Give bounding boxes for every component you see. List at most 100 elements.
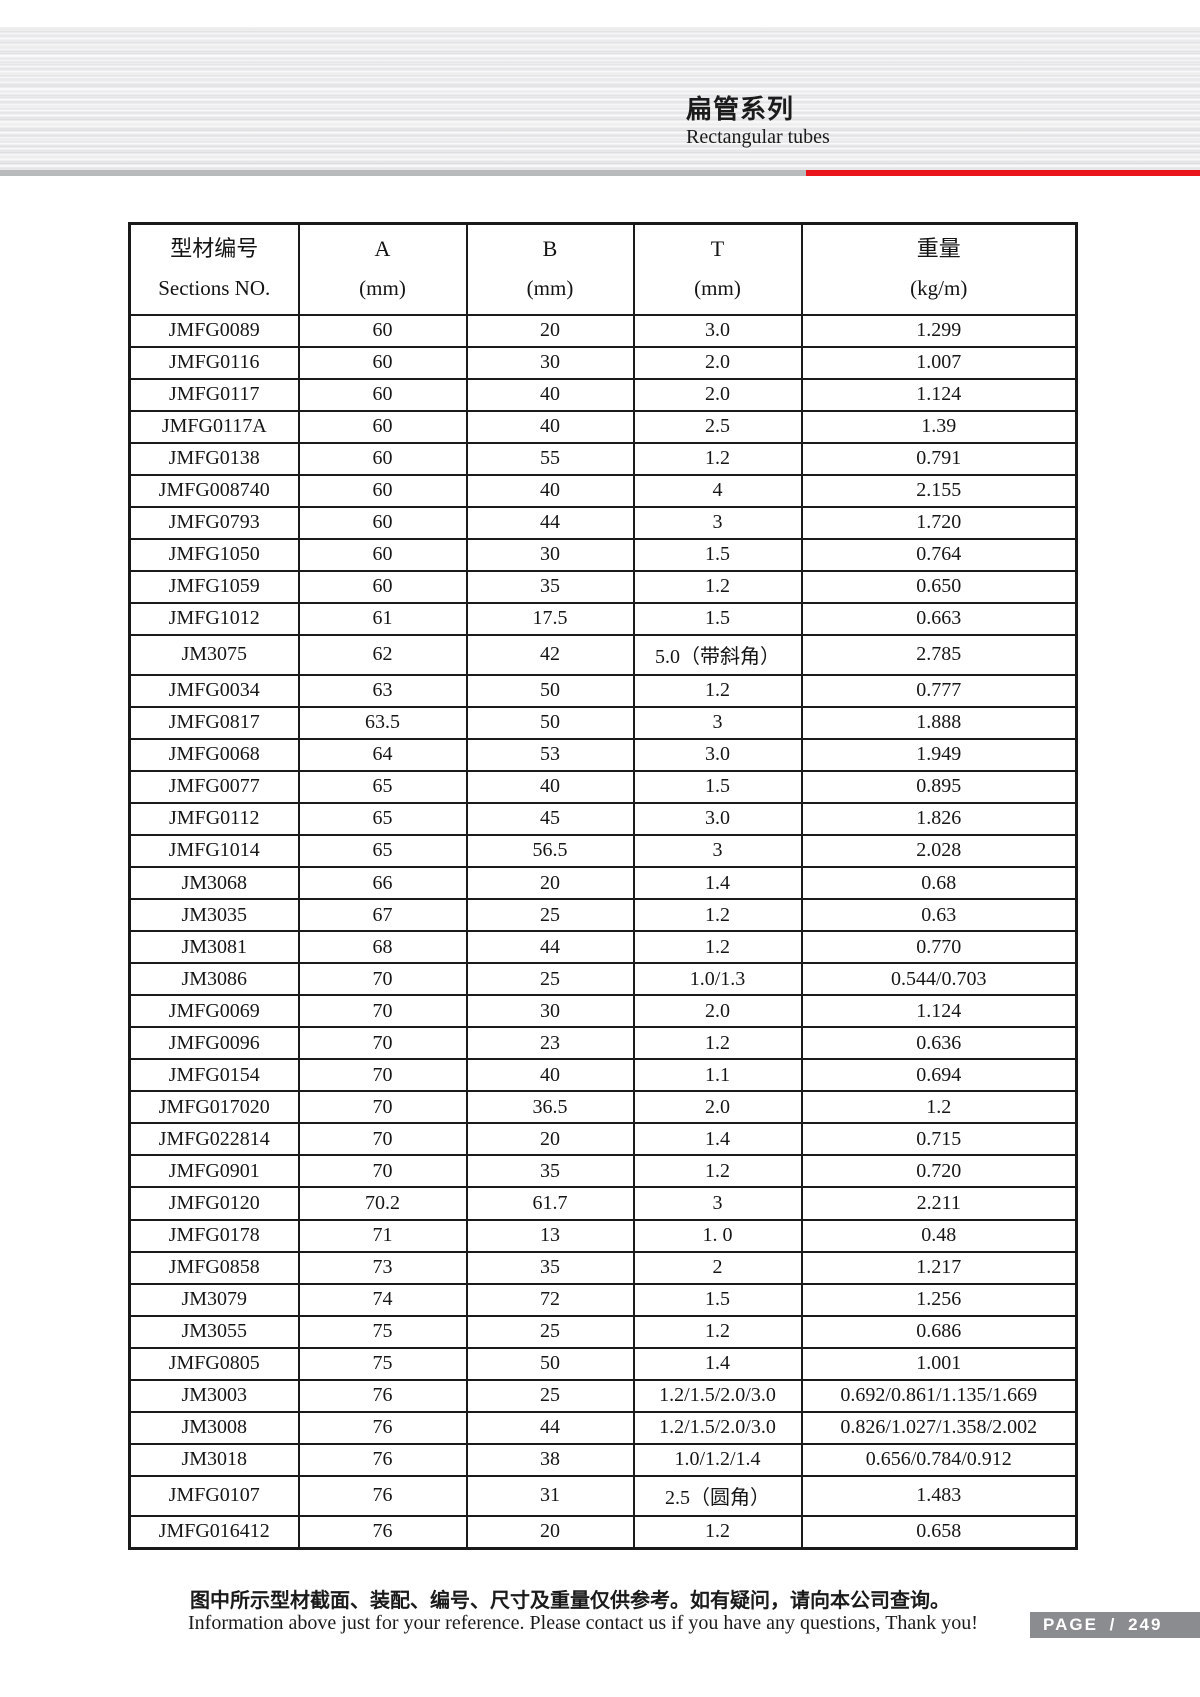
table-cell: 65 xyxy=(297,801,468,836)
table-cell: 62 xyxy=(297,633,468,676)
table-cell: JMFG0116 xyxy=(128,345,300,380)
table-cell: JMFG0154 xyxy=(128,1058,300,1093)
table-cell: 0.826/1.027/1.358/2.002 xyxy=(800,1410,1078,1445)
table-cell: 0.764 xyxy=(800,537,1078,572)
table-cell: 0.720 xyxy=(800,1154,1078,1189)
table-cell: 2.0 xyxy=(632,994,803,1029)
table-row: JMFG022814 70 20 1.4 0.715 xyxy=(128,1122,1078,1157)
page-title-block: 扁管系列 Rectangular tubes xyxy=(686,94,830,149)
spec-table-head: 型材编号 Sections NO. A (mm) B (mm) xyxy=(128,222,1078,316)
table-cell: 1.2 xyxy=(632,1154,803,1189)
table-cell: 70 xyxy=(297,994,468,1029)
header-texture-band xyxy=(0,27,1200,171)
table-cell: 35 xyxy=(465,1154,635,1189)
table-cell: 36.5 xyxy=(465,1090,635,1125)
table-cell: 0.791 xyxy=(800,441,1078,476)
table-row: JMFG1012 61 17.5 1.5 0.663 xyxy=(128,601,1078,636)
table-cell: 1.5 xyxy=(632,769,803,804)
table-row: JMFG1059 60 35 1.2 0.650 xyxy=(128,569,1078,604)
table-cell: 0.636 xyxy=(800,1026,1078,1061)
table-cell: JMFG0138 xyxy=(128,441,300,476)
table-cell: 56.5 xyxy=(465,833,635,868)
table-cell: 1.888 xyxy=(800,705,1078,740)
table-cell: 3 xyxy=(632,1186,803,1221)
table-row: JM3068 66 20 1.4 0.68 xyxy=(128,865,1078,901)
table-cell: 44 xyxy=(465,1410,635,1445)
table-cell: JMFG0793 xyxy=(128,505,300,540)
table-row: JMFG0089 60 20 3.0 1.299 xyxy=(128,313,1078,348)
col-header-cn: 重量 xyxy=(916,236,961,262)
table-cell: 1.39 xyxy=(800,409,1078,444)
table-row: JMFG0117 60 40 2.0 1.124 xyxy=(128,377,1078,412)
table-cell: JM3068 xyxy=(128,865,300,901)
table-cell: 3.0 xyxy=(632,313,803,348)
col-header-letter: T xyxy=(710,236,725,262)
table-cell: 1.007 xyxy=(800,345,1078,380)
table-row: JM3008 76 44 1.2/1.5/2.0/3.0 0.826/1.027/1.3… xyxy=(128,1410,1078,1445)
table-cell: 0.63 xyxy=(800,898,1078,933)
table-cell: 40 xyxy=(465,377,635,412)
table-cell: JMFG008740 xyxy=(128,473,300,508)
col-header-b: B (mm) xyxy=(465,222,635,316)
table-row: JMFG0068 64 53 3.0 1.949 xyxy=(128,737,1078,772)
table-cell: JM3008 xyxy=(128,1410,300,1445)
table-cell: 1.4 xyxy=(632,865,803,901)
table-cell: 76 xyxy=(297,1378,468,1413)
table-cell: 76 xyxy=(297,1442,468,1477)
table-cell: 67 xyxy=(297,898,468,933)
table-cell: 1.5 xyxy=(632,537,803,572)
table-cell: JM3086 xyxy=(128,962,300,997)
col-header-letter: A xyxy=(374,236,391,262)
table-row: JMFG0112 65 45 3.0 1.826 xyxy=(128,801,1078,836)
table-cell: JMFG0901 xyxy=(128,1154,300,1189)
table-cell: 76 xyxy=(297,1410,468,1445)
table-cell: 70.2 xyxy=(297,1186,468,1221)
table-cell: 1.949 xyxy=(800,737,1078,772)
table-cell: 1.2/1.5/2.0/3.0 xyxy=(632,1410,803,1445)
table-cell: 2.0 xyxy=(632,377,803,412)
table-cell: 0.895 xyxy=(800,769,1078,804)
table-cell: 0.658 xyxy=(800,1514,1078,1550)
table-cell: JMFG0817 xyxy=(128,705,300,740)
table-cell: JMFG0077 xyxy=(128,769,300,804)
table-row: JM3086 70 25 1.0/1.3 0.544/0.703 xyxy=(128,962,1078,997)
table-cell: 0.715 xyxy=(800,1122,1078,1157)
table-cell: 20 xyxy=(465,313,635,348)
table-cell: 60 xyxy=(297,377,468,412)
table-row: JMFG0096 70 23 1.2 0.636 xyxy=(128,1026,1078,1061)
table-cell: 63.5 xyxy=(297,705,468,740)
table-cell: 60 xyxy=(297,569,468,604)
header-row: 型材编号 Sections NO. A (mm) B (mm) xyxy=(128,222,1078,316)
table-cell: 1.2 xyxy=(632,441,803,476)
table-cell: 70 xyxy=(297,1058,468,1093)
table-cell: 2.211 xyxy=(800,1186,1078,1221)
table-row: JMFG0178 71 13 1. 0 0.48 xyxy=(128,1218,1078,1253)
table-row: JMFG008740 60 40 4 2.155 xyxy=(128,473,1078,508)
table-cell: JMFG0178 xyxy=(128,1218,300,1253)
table-cell: 1.124 xyxy=(800,377,1078,412)
table-cell: 35 xyxy=(465,1250,635,1285)
table-cell: 0.686 xyxy=(800,1314,1078,1349)
table-row: JMFG1050 60 30 1.5 0.764 xyxy=(128,537,1078,572)
table-cell: 30 xyxy=(465,345,635,380)
table-cell: 60 xyxy=(297,473,468,508)
table-cell: 25 xyxy=(465,962,635,997)
table-cell: 50 xyxy=(465,1346,635,1381)
table-cell: 60 xyxy=(297,313,468,348)
table-row: JMFG1014 65 56.5 3 2.028 xyxy=(128,833,1078,868)
table-cell: 20 xyxy=(465,865,635,901)
table-cell: JM3079 xyxy=(128,1282,300,1317)
table-row: JMFG0138 60 55 1.2 0.791 xyxy=(128,441,1078,476)
table-cell: 1.256 xyxy=(800,1282,1078,1317)
table-row: JMFG0154 70 40 1.1 0.694 xyxy=(128,1058,1078,1093)
table-cell: 0.650 xyxy=(800,569,1078,604)
table-cell: JMFG0117 xyxy=(128,377,300,412)
divider-gray-segment xyxy=(0,170,806,176)
table-cell: 60 xyxy=(297,345,468,380)
table-cell: 1.2/1.5/2.0/3.0 xyxy=(632,1378,803,1413)
col-header-en: Sections NO. xyxy=(158,276,271,301)
table-cell: 1.2 xyxy=(632,673,803,708)
col-header-unit: (kg/m) xyxy=(910,276,968,301)
table-cell: 61.7 xyxy=(465,1186,635,1221)
table-cell: 35 xyxy=(465,569,635,604)
